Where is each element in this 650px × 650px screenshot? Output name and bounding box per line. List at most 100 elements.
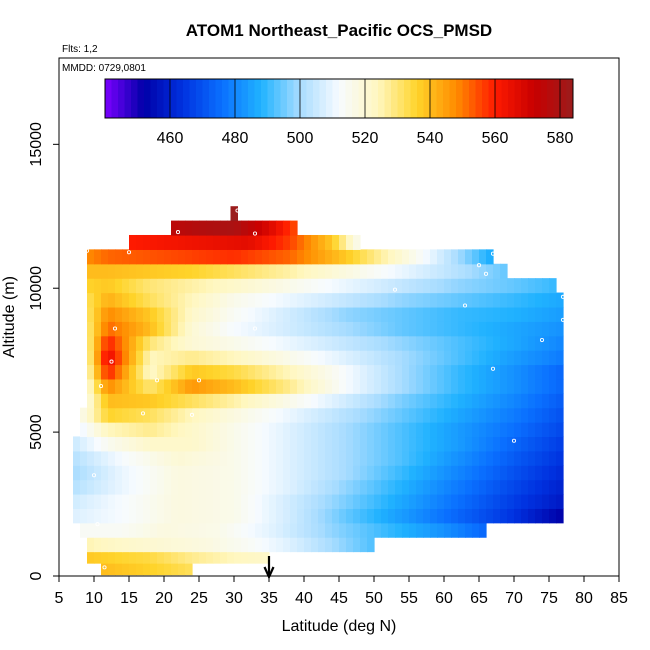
heatmap-cell <box>339 436 347 452</box>
heatmap-cell <box>115 393 123 409</box>
heatmap-cell <box>276 263 284 279</box>
heatmap-cell <box>325 479 333 495</box>
heatmap-cell <box>108 479 116 495</box>
heatmap-cell <box>213 548 221 564</box>
heatmap-cell <box>241 479 249 495</box>
heatmap-cell <box>87 306 95 322</box>
heatmap-cell <box>122 393 130 409</box>
heatmap-cell <box>493 335 501 351</box>
heatmap-cell <box>143 378 151 394</box>
heatmap-cell <box>304 364 312 380</box>
heatmap-cell <box>227 465 235 481</box>
heatmap-cell <box>479 422 487 438</box>
heatmap-cell <box>416 292 424 308</box>
heatmap-cell <box>255 350 263 366</box>
heatmap-cell <box>297 335 305 351</box>
heatmap-cell <box>234 465 242 481</box>
x-tick-label: 15 <box>120 590 138 607</box>
heatmap-cell <box>87 537 95 553</box>
heatmap-cell <box>465 479 473 495</box>
heatmap-cell <box>507 364 515 380</box>
heatmap-cell <box>122 465 130 481</box>
heatmap-cell <box>493 422 501 438</box>
heatmap-cell <box>388 393 396 409</box>
heatmap-cell <box>430 465 438 481</box>
heatmap-cell <box>220 335 228 351</box>
heatmap-cell <box>129 436 137 452</box>
heatmap-cell <box>220 493 228 509</box>
heatmap-cell <box>171 378 179 394</box>
heatmap-cell <box>143 493 151 509</box>
heatmap-cell <box>150 422 158 438</box>
x-tick-label: 85 <box>610 590 628 607</box>
heatmap-cell <box>290 350 298 366</box>
heatmap-cell <box>500 393 508 409</box>
heatmap-cell <box>94 537 102 553</box>
heatmap-cell <box>423 292 431 308</box>
heatmap-cell <box>255 422 263 438</box>
heatmap-cell <box>199 364 207 380</box>
heatmap-cell <box>220 234 228 250</box>
sample-point <box>560 294 566 299</box>
heatmap-cell <box>192 378 200 394</box>
heatmap-cell <box>325 393 333 409</box>
heatmap-cell <box>297 249 305 265</box>
heatmap-cell <box>360 537 368 553</box>
heatmap-cell <box>542 450 550 466</box>
heatmap-cell <box>122 321 130 337</box>
heatmap-cell <box>402 278 410 294</box>
heatmap-cell <box>80 436 88 452</box>
heatmap-cell <box>381 378 389 394</box>
heatmap-cell <box>185 306 193 322</box>
heatmap-cell <box>206 407 214 423</box>
heatmap-cell <box>514 306 522 322</box>
heatmap-cell <box>283 407 291 423</box>
heatmap-cell <box>143 249 151 265</box>
heatmap-cell <box>472 263 480 279</box>
heatmap-cell <box>318 465 326 481</box>
heatmap-cell <box>87 522 95 538</box>
heatmap-cell <box>507 450 515 466</box>
heatmap-cell <box>178 407 186 423</box>
heatmap-cell <box>402 350 410 366</box>
colorbar-swatch <box>560 79 567 118</box>
heatmap-cell <box>150 436 158 452</box>
heatmap-cell <box>381 350 389 366</box>
heatmap-cell <box>122 378 130 394</box>
heatmap-cell <box>528 292 536 308</box>
heatmap-cell <box>514 479 522 495</box>
colorbar-swatch <box>254 79 262 118</box>
heatmap-cell <box>542 306 550 322</box>
heatmap-cell <box>500 493 508 509</box>
heatmap-cell <box>290 465 298 481</box>
heatmap-cell <box>227 306 235 322</box>
heatmap-cell <box>367 263 375 279</box>
heatmap-cell <box>388 321 396 337</box>
heatmap-cell <box>535 378 543 394</box>
heatmap-cell <box>178 508 186 524</box>
heatmap-cell <box>353 364 361 380</box>
heatmap-cell <box>262 436 270 452</box>
heatmap-cell <box>325 407 333 423</box>
heatmap-row <box>80 422 564 438</box>
heatmap-cell <box>465 393 473 409</box>
heatmap-cell <box>353 393 361 409</box>
heatmap-cell <box>199 321 207 337</box>
heatmap-cell <box>283 508 291 524</box>
heatmap-cell <box>493 350 501 366</box>
heatmap-cell <box>150 393 158 409</box>
heatmap-cell <box>80 493 88 509</box>
colorbar-swatch <box>202 79 210 118</box>
heatmap-cell <box>444 479 452 495</box>
heatmap-cell <box>199 263 207 279</box>
heatmap-cell <box>353 278 361 294</box>
heatmap-row <box>87 378 564 394</box>
heatmap-cell <box>283 436 291 452</box>
heatmap-cell <box>311 493 319 509</box>
heatmap-cell <box>206 234 214 250</box>
heatmap-cell <box>388 479 396 495</box>
heatmap-cell <box>164 335 172 351</box>
heatmap-cell <box>332 335 340 351</box>
heatmap-cell <box>262 522 270 538</box>
heatmap-cell <box>437 321 445 337</box>
